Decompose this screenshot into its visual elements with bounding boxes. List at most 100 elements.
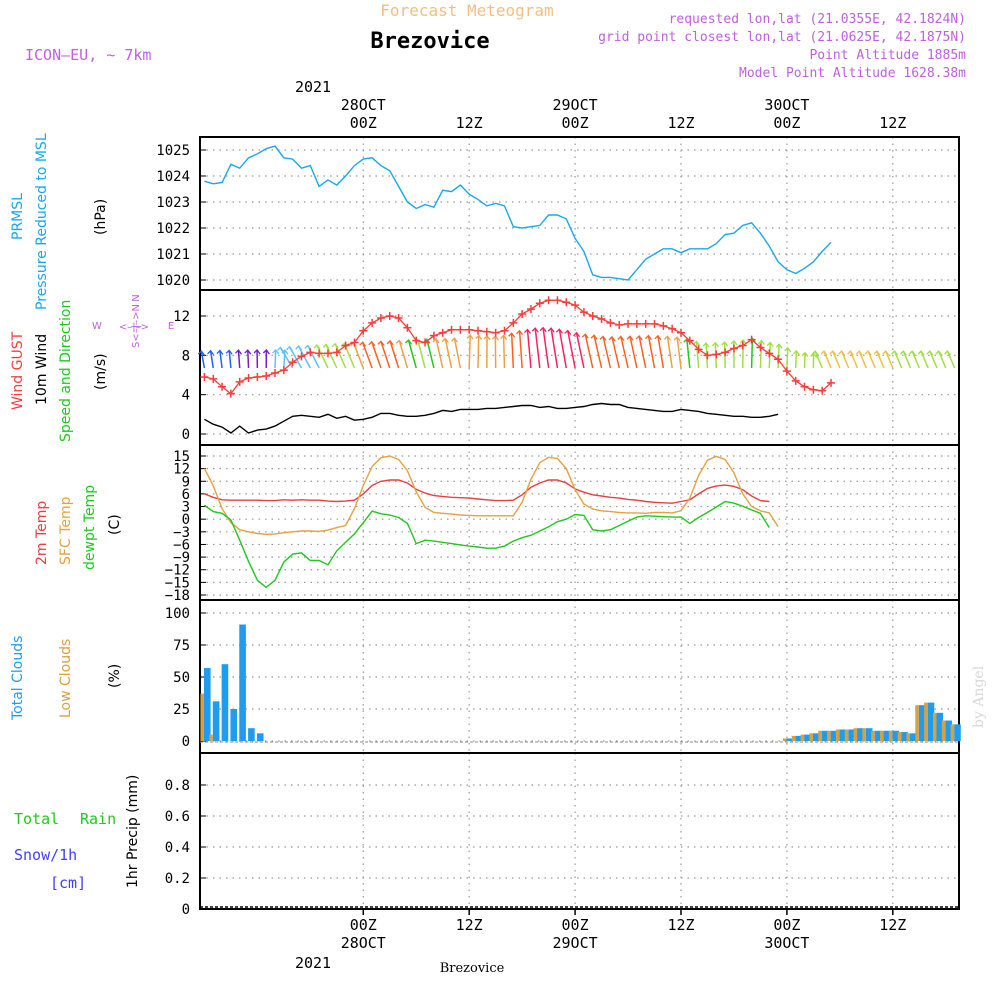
gust-point [791,376,800,385]
temp-2m-label: 2m Temp [34,501,50,565]
wind-arrow [200,350,206,369]
wind-arrow [885,350,894,369]
gust-point [703,351,712,360]
wind-arrow-head [891,350,899,356]
wind-arrow [849,350,859,369]
cloud-low-bar [835,729,840,741]
wind-arrow [794,350,798,369]
panel-wind: 0 4 8 12 [173,289,960,446]
cloud-total-bar [901,732,908,741]
cloud-total-label: Total Clouds [10,636,26,721]
wind-arrow-head [721,341,729,347]
y-tick-label: 9 [182,474,190,490]
gust-point [562,298,571,307]
bottom-hour-label: 12Z [879,916,906,934]
wind-arrow-head [829,350,837,356]
gust-point [712,350,721,359]
pressure-panel-labels: PRMSL Pressure Reduced to MSL (hPa) [10,133,109,310]
wind-arrow-head [673,336,681,342]
y-tick-label: 0.4 [165,840,190,856]
wind-arrow [453,338,462,369]
gust-point [323,349,332,358]
wind-arrow [325,344,338,369]
wind-arrow-head [899,350,907,356]
gust-point [350,338,359,347]
gust-point [509,318,518,327]
gust-point [526,305,535,314]
wind-arrow-head [475,334,483,340]
gust-point [474,326,483,335]
wind-arrow-head [644,334,652,340]
wind-arrow [638,335,647,369]
series-line-dewpt [203,500,770,589]
y-tick-label: 3 [182,500,190,516]
wind-arrow-head [207,349,215,356]
gust-point [262,371,271,380]
series-line-prmsl [204,145,832,281]
bottom-hour-label: 00Z [350,916,377,934]
wind-arrow [550,328,559,369]
gust-point [482,327,491,336]
y-tick-label: −12 [165,563,190,579]
cloud-total-bar [874,730,882,741]
wind-arrow [542,327,550,369]
cloud-total-bar [910,733,917,741]
wind-arrow [814,350,823,369]
y-tick-label: −6 [173,537,190,553]
model-altitude: Model Point Altitude 1628.38m [739,66,966,81]
cloud-low-bar [915,705,919,741]
gust-point [765,349,774,358]
y-tick-label: 0 [182,902,190,918]
wind-arrow [611,336,620,369]
wind-arrow-head [523,328,531,334]
wind-arrow-head [811,350,819,356]
gust-point [756,343,765,352]
gust-point [429,331,438,340]
wind-arrow-head [272,349,280,355]
wind-arrow-head [304,344,312,350]
wind-arrow [477,335,480,369]
wind-arrow-head [197,350,205,356]
gust-point [668,324,677,333]
temp-panel-labels: 2m Temp SFC Temp dewpt Temp (C) [34,485,123,570]
y-tick-label: −9 [173,550,190,566]
gust-point [685,336,694,345]
y-tick-label: −18 [165,588,190,604]
y-tick-label: 0 [182,734,190,750]
top-hour-label: 00Z [562,114,589,132]
gust-point [385,312,394,320]
gust-point [421,338,430,347]
wind-arrow [219,350,223,369]
bottom-date-label: 29OCT [553,934,598,952]
gust-point [597,314,606,323]
wind-arrow-head [216,349,224,355]
wind-arrow-head [295,345,303,351]
gust-point [553,296,562,305]
wind-arrow-head [711,341,719,348]
gust-point [297,352,306,361]
gust-point [279,366,288,375]
y-tick-label: 0.2 [165,871,190,887]
wind-arrow [695,341,700,369]
gust-point [641,319,650,328]
wind-arrow-head [331,342,339,349]
wind-arrow [876,350,885,369]
wind-arrow-head [775,343,783,349]
cloud-total-bar [848,729,855,741]
gust-point [774,355,783,364]
gust-point [782,367,791,376]
cloud-total-bar [945,720,952,741]
y-tick-label: −3 [173,525,190,541]
cloud-total-bar [865,728,873,741]
wind-arrow [380,341,391,369]
wind-arrow [444,338,453,369]
wind-arrow-head [564,329,572,335]
y-tick-label: 1021 [156,247,190,263]
precip-snow-unit: [cm] [50,874,86,892]
wind-arrow-head [608,335,616,342]
wind-arrow-head [322,343,330,349]
cloud-total-bar [883,730,891,741]
wind-arrow [946,350,956,369]
